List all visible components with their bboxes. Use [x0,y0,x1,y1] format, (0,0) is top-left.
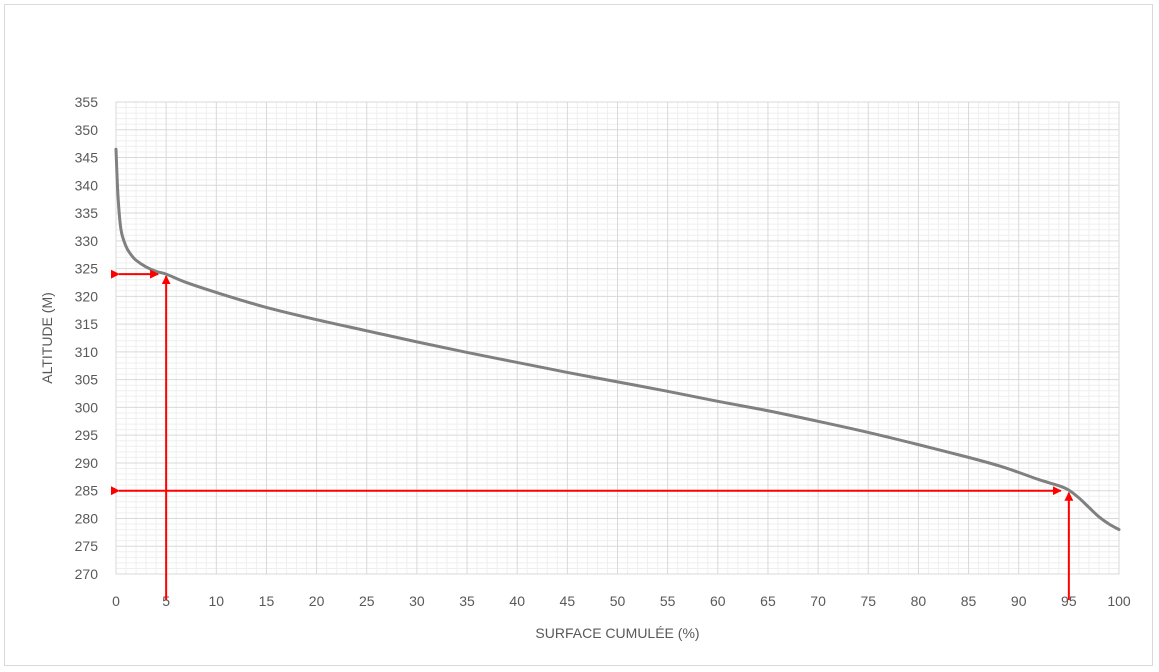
x-tick-label: 75 [860,593,876,609]
y-tick-label: 330 [75,233,99,249]
y-tick-label: 335 [75,205,99,221]
y-tick-label: 310 [75,344,99,360]
y-tick-label: 270 [75,566,99,582]
x-tick-label: 95 [1061,593,1077,609]
x-tick-label: 60 [710,593,726,609]
x-tick-label: 50 [610,593,626,609]
y-tick-label: 305 [75,372,99,388]
y-axis-title: ALTITUDE (M) [39,292,55,384]
x-tick-label: 90 [1011,593,1027,609]
x-axis-tick-labels: 0 5 10 15 20 25 30 35 40 45 50 55 60 65 70 75 80 85 90 95 10… [112,593,1131,609]
x-tick-label: 70 [810,593,826,609]
x-tick-label: 45 [560,593,576,609]
x-axis-title: SURFACE CUMULÉE (%) [535,625,699,641]
x-tick-label: 25 [359,593,375,609]
x-tick-label: 100 [1107,593,1131,609]
y-tick-label: 280 [75,510,99,526]
y-tick-label: 320 [75,288,99,304]
x-tick-label: 85 [961,593,977,609]
x-tick-label: 5 [162,593,170,609]
y-tick-label: 325 [75,261,99,277]
y-tick-label: 285 [75,483,99,499]
y-tick-label: 350 [75,122,99,138]
major-gridlines [115,101,1120,575]
y-axis-tick-labels: 270 275 280 285 290 295 300 305 310 315 320 325 330 3… [75,94,99,582]
plot-area-border [115,101,1120,575]
x-tick-label: 80 [911,593,927,609]
y-tick-label: 300 [75,399,99,415]
altitude-series-line [114,147,1121,532]
y-tick-label: 275 [75,538,99,554]
y-tick-label: 355 [75,94,99,110]
x-tick-label: 30 [409,593,425,609]
y-tick-label: 315 [75,316,99,332]
reading-arrows [110,269,1074,600]
x-tick-label: 0 [112,593,120,609]
y-tick-label: 290 [75,455,99,471]
y-tick-label: 295 [75,427,99,443]
x-tick-label: 10 [209,593,225,609]
x-tick-label: 35 [459,593,475,609]
x-tick-label: 55 [660,593,676,609]
x-tick-label: 65 [760,593,776,609]
y-tick-label: 345 [75,150,99,166]
y-tick-label: 340 [75,177,99,193]
x-tick-label: 40 [509,593,525,609]
x-tick-label: 15 [259,593,275,609]
x-tick-label: 20 [309,593,325,609]
